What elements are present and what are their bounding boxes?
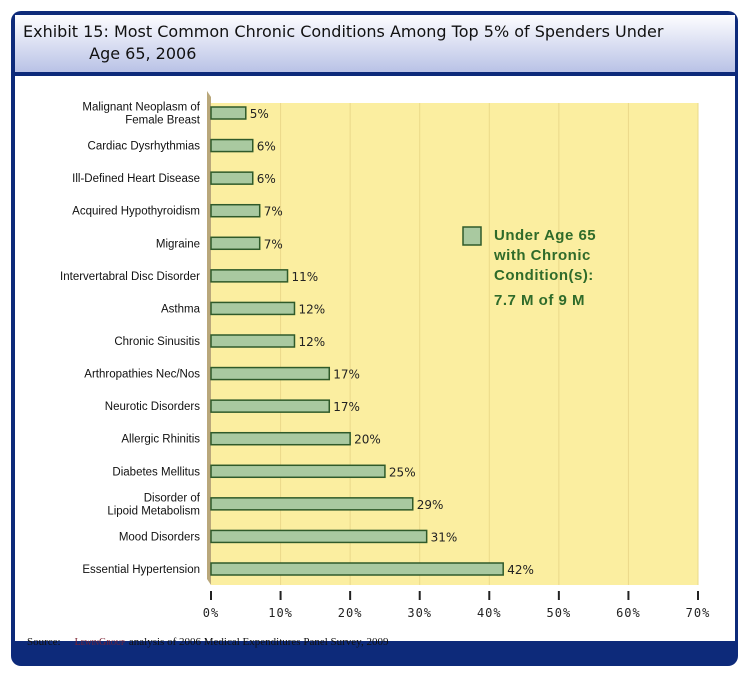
x-tick-label: 50%: [547, 606, 572, 620]
x-tick-label: 0%: [203, 606, 219, 620]
y-axis-wall: [207, 91, 211, 585]
data-label: 17%: [333, 368, 360, 382]
bar: [210, 431, 351, 446]
data-label: 42%: [507, 563, 534, 577]
bar: [210, 334, 296, 348]
category-label: Cardiac Dysrhythmias: [88, 141, 201, 153]
data-label: 11%: [292, 270, 319, 284]
bar: [210, 497, 414, 511]
legend-label: Condition(s):: [494, 267, 594, 284]
bar: [210, 562, 504, 576]
bar: [210, 171, 254, 185]
source-text: analysis of 2006 Medical Expenditures Pa…: [128, 636, 389, 648]
source-note: Source: LewinGroup analysis of 2006 Medica…: [27, 636, 388, 648]
category-label: Intervertabral Disc Disorder: [60, 271, 200, 283]
data-label: 29%: [417, 498, 444, 512]
bar: [210, 269, 289, 283]
x-tick-label: 20%: [338, 606, 363, 620]
data-label: 6%: [257, 140, 276, 154]
bar: [210, 529, 428, 544]
data-label: 7%: [264, 237, 283, 251]
chart-title: Exhibit 15: Most Common Chronic Conditio…: [23, 22, 664, 63]
data-label: 6%: [257, 172, 276, 186]
category-label: Acquired Hypothyroidism: [72, 206, 200, 218]
x-tick-label: 40%: [477, 606, 502, 620]
data-label: 20%: [354, 433, 381, 447]
bar: [210, 464, 386, 479]
data-label: 7%: [264, 205, 283, 219]
data-label: 5%: [250, 107, 269, 121]
legend-label: Under Age 65: [494, 227, 596, 244]
lewin-group-logo: LewinGroup: [74, 637, 125, 648]
category-label: Allergic Rhinitis: [121, 434, 200, 446]
category-label: Essential Hypertension: [82, 564, 200, 576]
category-label: Malignant Neoplasm of Female Breast: [82, 102, 200, 127]
x-tick-label: 70%: [686, 606, 711, 620]
bar: [210, 301, 296, 316]
category-label: Asthma: [161, 303, 201, 315]
category-label: Ill-Defined Heart Disease: [72, 173, 200, 185]
data-label: 12%: [298, 302, 325, 316]
bar: [210, 203, 261, 218]
data-label: 31%: [431, 530, 458, 544]
category-label: Neurotic Disorders: [105, 401, 200, 413]
data-label: 17%: [333, 400, 360, 414]
x-tick-label: 60%: [616, 606, 641, 620]
bar: [210, 138, 254, 153]
x-tick-label: 30%: [407, 606, 432, 620]
category-label: Arthropathies Nec/Nos: [84, 369, 200, 381]
bar: [210, 236, 261, 251]
category-label: Disorder of Lipoid Metabolism: [107, 492, 200, 517]
category-label: Chronic Sinusitis: [114, 336, 200, 348]
data-label: 12%: [298, 335, 325, 349]
legend-label: with Chronic: [493, 247, 591, 264]
title-bar: Exhibit 15: Most Common Chronic Conditio…: [15, 15, 735, 72]
bar: [210, 399, 331, 413]
x-tick-label: 10%: [268, 606, 293, 620]
legend-note: 7.7 M of 9 M: [494, 292, 585, 309]
data-label: 25%: [389, 465, 416, 479]
category-label: Migraine: [156, 238, 200, 250]
bar: [210, 366, 331, 381]
source-label: Source:: [27, 636, 61, 648]
legend-swatch: [462, 226, 482, 246]
bar: [210, 106, 247, 120]
category-label: Mood Disorders: [119, 531, 200, 543]
category-label: Diabetes Mellitus: [112, 466, 200, 478]
